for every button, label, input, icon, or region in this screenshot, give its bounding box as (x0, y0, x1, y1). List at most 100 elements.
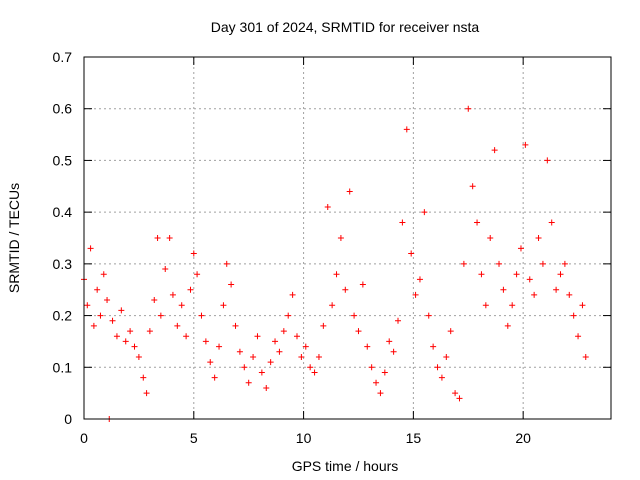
data-point (162, 266, 169, 273)
data-point (452, 390, 459, 397)
data-point (386, 338, 393, 345)
data-point (211, 374, 218, 381)
data-point (474, 219, 481, 226)
data-point (456, 395, 463, 402)
data-point (216, 343, 223, 350)
y-tick-label: 0 (64, 411, 72, 427)
data-point (447, 328, 454, 335)
data-point (416, 276, 423, 283)
data-point (94, 286, 101, 293)
data-point (104, 297, 111, 304)
data-point (169, 291, 176, 298)
data-point (582, 353, 589, 360)
data-point (509, 302, 516, 309)
data-point (97, 312, 104, 319)
data-point (557, 271, 564, 278)
data-point (263, 384, 270, 391)
data-point (267, 359, 274, 366)
data-point (84, 302, 91, 309)
data-point (151, 297, 158, 304)
data-point (272, 338, 279, 345)
data-point (194, 271, 201, 278)
data-points (81, 105, 589, 422)
grid (84, 57, 611, 419)
data-point (478, 271, 485, 278)
data-point (412, 291, 419, 298)
data-point (491, 147, 498, 154)
plot-frame (83, 56, 612, 420)
y-tick-label: 0.7 (53, 49, 73, 65)
data-point (504, 322, 511, 329)
y-axis-title: SRMTID / TECUs (6, 183, 22, 293)
data-point (496, 260, 503, 267)
data-point (143, 390, 150, 397)
x-tick-label: 5 (190, 430, 198, 446)
data-point (174, 322, 181, 329)
data-point (487, 235, 494, 241)
data-point (207, 359, 214, 366)
data-point (570, 312, 577, 319)
data-point (399, 219, 406, 226)
y-tick-label: 0.4 (53, 204, 73, 220)
data-point (561, 260, 568, 267)
y-tick-label: 0.2 (53, 308, 73, 324)
data-point (315, 353, 322, 360)
data-point (187, 286, 194, 293)
data-point (531, 291, 538, 298)
data-point (146, 328, 153, 335)
data-point (154, 235, 161, 241)
data-point (100, 271, 107, 278)
data-point (220, 302, 227, 309)
data-point (245, 379, 252, 386)
data-point (232, 322, 239, 329)
axis-ticks (83, 56, 611, 420)
data-point (368, 364, 375, 371)
data-point (254, 333, 261, 340)
data-point (579, 302, 586, 309)
x-tick-label: 0 (80, 430, 88, 446)
x-tick-label: 15 (406, 430, 422, 446)
data-point (575, 333, 582, 340)
data-point (522, 141, 529, 148)
data-point (131, 343, 138, 350)
data-point (118, 307, 125, 314)
data-point (548, 219, 555, 226)
y-tick-label: 0.6 (53, 101, 73, 117)
data-point (333, 271, 340, 278)
data-point (373, 379, 380, 386)
data-point (276, 348, 283, 355)
data-point (535, 235, 542, 241)
data-point (293, 333, 300, 340)
data-point (135, 353, 142, 360)
data-point (500, 286, 507, 293)
data-point (87, 245, 94, 252)
data-point (364, 343, 371, 350)
data-point (443, 353, 450, 360)
data-point (377, 390, 384, 397)
data-point (166, 235, 173, 241)
data-point (438, 374, 445, 381)
data-point (351, 312, 358, 319)
data-point (337, 235, 344, 241)
data-point (513, 271, 520, 278)
data-point (342, 286, 349, 293)
data-point (320, 322, 327, 329)
data-point (258, 369, 265, 376)
tick-labels: 0 0.1 0.2 0.3 0.4 0.5 0.6 0.7 0 5 10 15 20 (53, 49, 532, 446)
x-tick-label: 10 (296, 430, 312, 446)
data-point (359, 281, 366, 288)
data-point (298, 353, 305, 360)
data-point (307, 364, 314, 371)
data-point (241, 364, 248, 371)
data-point (157, 312, 164, 319)
data-point (280, 328, 287, 335)
data-point (223, 260, 230, 267)
data-point (228, 281, 235, 288)
data-point (329, 302, 336, 309)
data-point (430, 343, 437, 350)
data-point (198, 312, 205, 319)
data-point (408, 250, 415, 257)
x-tick-label: 20 (515, 430, 531, 446)
